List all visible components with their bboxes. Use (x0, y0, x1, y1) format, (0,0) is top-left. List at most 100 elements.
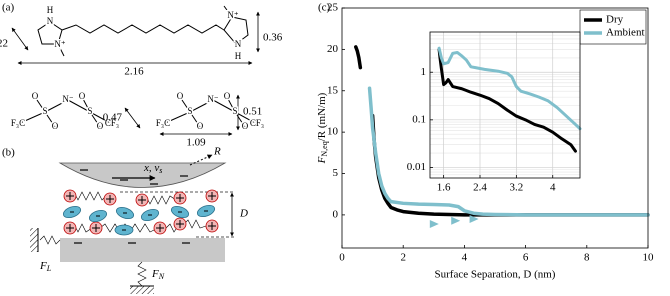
x-tick-label: 1.6 (437, 182, 451, 194)
lens (58, 162, 227, 188)
x-axis-title: Surface Separation, D (nm) (435, 269, 556, 281)
bond (234, 111, 246, 128)
dimension-label: 0.36 (263, 32, 283, 44)
bond (162, 111, 191, 125)
velocity-label: x, vs (143, 162, 162, 175)
panel-label: (a) (2, 2, 15, 14)
atom-label: O (224, 91, 231, 101)
panel-c: (c) 0 2 4 6 8 10 0 5 10 15 20 25 Surface Separation,… (316, 2, 654, 281)
atom-label: N⁺ (54, 39, 65, 49)
anion-bonds (17, 96, 258, 128)
atom-label: O (197, 121, 204, 131)
atom-label: O (177, 91, 184, 101)
bond (189, 111, 201, 128)
x-tick-label: 4 (462, 252, 468, 264)
data-point (469, 215, 479, 224)
axes-box (429, 31, 581, 179)
y-tick-label: 0.1 (412, 113, 426, 125)
atom-label: N⁺ (227, 10, 238, 20)
atom-label: O (97, 121, 104, 131)
ground (130, 286, 154, 294)
atom-label: H (235, 51, 242, 61)
y-tick-label: 20 (327, 43, 339, 55)
data-line (437, 48, 577, 153)
axes-box (341, 7, 649, 249)
wall (30, 228, 38, 252)
dimension-label: 0.51 (243, 106, 262, 118)
x-tick-label: 10 (643, 252, 655, 264)
bond (44, 111, 56, 128)
y-tick-label: 15 (327, 84, 339, 96)
bond (44, 99, 69, 113)
lateral-force-label: FL (39, 260, 52, 273)
bond (67, 99, 91, 113)
atom-label: F₃C (11, 118, 25, 128)
anion-signs (70, 210, 208, 231)
methyl (223, 5, 233, 18)
substrate (60, 238, 225, 262)
x-tick-label: 0 (339, 252, 345, 264)
atom-label: CF₃ (105, 118, 119, 128)
atom-label: S (87, 106, 92, 116)
panel-label: (b) (2, 147, 15, 159)
y-tick-label: 0.01 (407, 161, 426, 173)
atom-label: O (52, 121, 59, 131)
y-tick-label: 5 (333, 167, 339, 179)
alkyl-chain (61, 24, 225, 34)
data-line (437, 46, 582, 131)
atom-label: N⁻ (62, 94, 73, 104)
atom-label: S (187, 106, 192, 116)
radius-arrow (189, 154, 213, 166)
gap-label: D (239, 208, 248, 220)
bond (34, 96, 46, 113)
y-axis-rest: /R (mN/m) (316, 92, 328, 141)
atom-label: O (79, 91, 86, 101)
cation-signs (66, 192, 216, 232)
dimension-arrow (11, 27, 29, 51)
data-point (451, 216, 461, 225)
normal-force-label: FN (151, 268, 165, 281)
legend-label: Ambient (606, 27, 645, 39)
atom-label: N (47, 16, 54, 26)
x-tick-label: 2 (400, 252, 406, 264)
bond (179, 96, 191, 113)
x-tick-label: 2.4 (473, 182, 487, 194)
bond (189, 99, 214, 113)
atom-label: H (47, 5, 54, 15)
ring (37, 21, 63, 45)
data-point (429, 220, 439, 228)
y-tick-label: 25 (327, 2, 339, 14)
inset-chart: 1.6 2.4 3.2 4 0.01 0.1 1 (407, 31, 582, 194)
x-tick-label: 6 (523, 252, 529, 264)
methyl (57, 43, 65, 57)
atom-label: S (42, 106, 47, 116)
dimension-label: 1.09 (186, 137, 206, 149)
data-line (367, 86, 650, 217)
surface-charges (74, 169, 190, 244)
x-tick-label: 4 (550, 182, 556, 194)
atom-label: N (235, 39, 242, 49)
bond (89, 111, 113, 125)
panel-b: (b) (2, 146, 248, 294)
y-axis-title: FN,eq/R (mN/m) (316, 92, 329, 164)
atom-label: O (242, 121, 249, 131)
y-axis-symbol: F (316, 156, 328, 164)
legend-box (579, 9, 647, 45)
y-tick-label: 1 (421, 66, 427, 78)
atom-label: S (232, 106, 237, 116)
bond (89, 111, 101, 128)
cations (63, 189, 219, 235)
y-axis-subscript: N,eq (320, 141, 329, 156)
panel-label: (c) (318, 2, 331, 14)
y-tick-label: 0 (333, 208, 339, 220)
bond (81, 96, 91, 113)
atom-label: N⁻ (207, 94, 218, 104)
bond (17, 111, 46, 125)
atom-label: O (32, 91, 39, 101)
dimension-label: 0.22 (0, 38, 8, 50)
x-tick-label: 3.2 (509, 182, 523, 194)
y-tick-label: 10 (327, 126, 339, 138)
bond (226, 96, 236, 113)
